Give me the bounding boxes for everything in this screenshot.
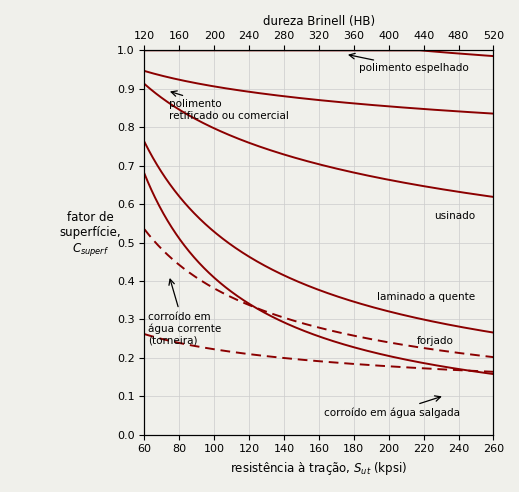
- Text: usinado: usinado: [434, 211, 475, 220]
- X-axis label: dureza Brinell (HB): dureza Brinell (HB): [263, 15, 375, 28]
- Text: polimento
retificado ou comercial: polimento retificado ou comercial: [169, 91, 289, 121]
- X-axis label: resistência à tração, $S_{ut}$ (kpsi): resistência à tração, $S_{ut}$ (kpsi): [230, 460, 407, 477]
- Text: corroído em água salgada: corroído em água salgada: [324, 396, 460, 418]
- Text: fator de
superfície,
$C_{superf}$: fator de superfície, $C_{superf}$: [60, 211, 121, 258]
- Text: polimento espelhado: polimento espelhado: [349, 53, 469, 73]
- Text: forjado: forjado: [417, 336, 454, 345]
- Text: laminado a quente: laminado a quente: [377, 292, 475, 302]
- Text: corroído em
água corrente
(torneira): corroído em água corrente (torneira): [148, 279, 221, 346]
